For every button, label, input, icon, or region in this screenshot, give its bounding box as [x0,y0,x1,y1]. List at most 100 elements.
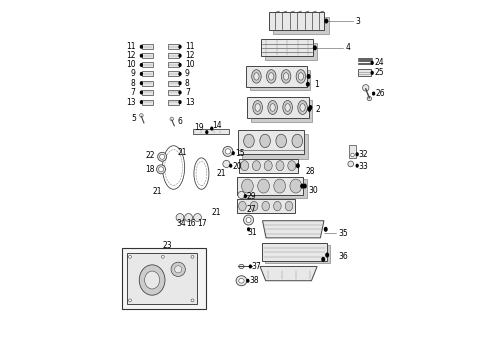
Bar [193,129,229,134]
Ellipse shape [371,62,373,64]
Ellipse shape [300,104,305,111]
Ellipse shape [211,127,213,130]
Ellipse shape [171,262,185,276]
Ellipse shape [252,161,260,171]
Ellipse shape [273,201,281,211]
Bar [239,158,298,173]
Bar [143,71,153,76]
Ellipse shape [356,165,358,167]
Ellipse shape [309,106,312,109]
Text: 9: 9 [185,69,190,78]
Ellipse shape [185,213,193,221]
Ellipse shape [269,73,274,80]
Text: 22: 22 [146,151,155,160]
Ellipse shape [174,266,182,273]
Text: 7: 7 [185,88,190,97]
Ellipse shape [236,276,247,286]
Text: 24: 24 [374,58,384,67]
Ellipse shape [141,45,143,48]
Ellipse shape [206,131,208,134]
Bar [168,81,179,86]
Polygon shape [260,266,317,281]
Bar [246,66,307,87]
Ellipse shape [283,73,289,80]
Ellipse shape [179,54,181,57]
Text: 34: 34 [176,219,186,228]
Ellipse shape [232,152,234,154]
Ellipse shape [223,160,230,167]
Ellipse shape [371,72,373,74]
Text: 28: 28 [305,167,315,176]
Ellipse shape [325,19,327,23]
Bar [122,248,206,309]
Ellipse shape [276,134,287,148]
Ellipse shape [179,73,181,75]
Bar [168,63,179,67]
Text: 27: 27 [247,205,256,214]
Ellipse shape [161,255,164,258]
Ellipse shape [307,75,310,78]
Bar [168,90,179,95]
Ellipse shape [159,167,164,172]
Ellipse shape [260,134,270,148]
Text: 37: 37 [251,262,261,271]
Ellipse shape [262,201,270,211]
Text: 14: 14 [212,121,222,130]
Text: 8: 8 [185,79,190,88]
Text: 31: 31 [247,228,257,237]
Text: 13: 13 [126,98,135,107]
Text: 5: 5 [131,114,136,123]
Bar [237,199,295,213]
Ellipse shape [247,279,249,282]
Ellipse shape [303,184,306,188]
Text: 19: 19 [194,123,203,132]
Ellipse shape [264,161,272,171]
Ellipse shape [239,264,244,269]
Text: 38: 38 [249,276,259,285]
Text: 17: 17 [197,219,206,228]
Bar [262,243,327,261]
Bar [348,145,356,158]
Text: 10: 10 [185,60,195,69]
Ellipse shape [258,179,270,193]
Text: 25: 25 [374,68,384,77]
Text: 12: 12 [185,51,195,60]
Ellipse shape [141,91,143,94]
Bar [168,44,179,49]
Ellipse shape [281,70,291,83]
Text: 9: 9 [130,69,135,78]
Ellipse shape [241,161,248,171]
Bar [127,252,197,304]
Text: 7: 7 [130,88,135,97]
Ellipse shape [288,161,296,171]
Ellipse shape [179,45,181,48]
Text: 2: 2 [315,105,320,114]
Ellipse shape [160,154,165,159]
Bar [266,245,330,263]
Ellipse shape [283,100,293,114]
Text: 16: 16 [186,219,196,228]
Ellipse shape [298,73,303,80]
Ellipse shape [139,265,165,295]
Ellipse shape [254,73,259,80]
Ellipse shape [301,184,303,188]
Text: 32: 32 [359,150,368,159]
Ellipse shape [372,92,374,95]
Ellipse shape [179,91,181,94]
Ellipse shape [223,147,233,157]
Ellipse shape [296,164,299,167]
Ellipse shape [296,70,306,83]
Ellipse shape [292,134,303,148]
Ellipse shape [194,213,201,221]
Ellipse shape [363,85,369,91]
Text: 29: 29 [247,192,256,201]
Text: 1: 1 [314,80,319,89]
Bar [241,179,307,198]
Text: 21: 21 [178,148,187,157]
Ellipse shape [268,100,277,114]
Ellipse shape [276,161,284,171]
Ellipse shape [246,217,251,222]
Ellipse shape [270,104,275,111]
Ellipse shape [128,255,131,258]
Ellipse shape [179,64,181,66]
